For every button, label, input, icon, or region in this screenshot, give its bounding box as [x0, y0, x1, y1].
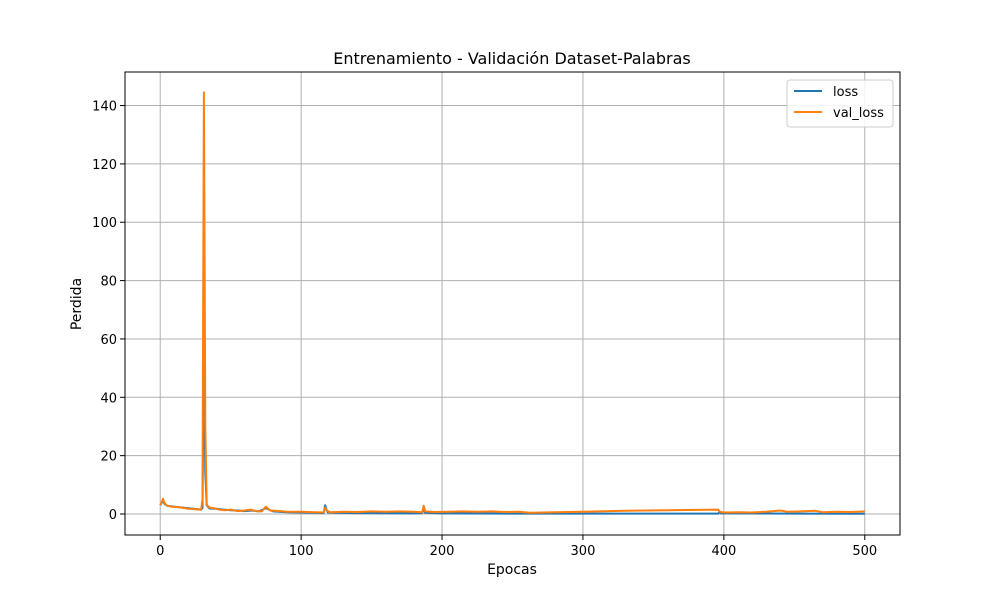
legend: loss val_loss [786, 79, 894, 128]
x-tick-label: 300 [571, 544, 596, 559]
chart-title: Entrenamiento - Validación Dataset-Palab… [333, 49, 690, 68]
legend-label-loss: loss [833, 85, 858, 100]
x-axis-ticks: 0 100 200 300 400 500 [156, 535, 877, 559]
y-tick-label: 20 [100, 450, 117, 465]
x-tick-label: 400 [711, 544, 736, 559]
y-tick-label: 80 [100, 275, 117, 290]
y-tick-label: 60 [100, 333, 117, 348]
x-tick-label: 500 [852, 544, 877, 559]
legend-label-val-loss: val_loss [833, 106, 884, 121]
x-axis-title: Epocas [487, 562, 537, 578]
y-axis-ticks: 0 20 40 60 80 100 120 140 [92, 100, 125, 523]
y-tick-label: 120 [92, 158, 117, 173]
grid-lines [125, 72, 900, 535]
plot-frame [124, 71, 901, 536]
y-tick-label: 40 [100, 391, 117, 406]
series-layer [159, 91, 865, 515]
y-tick-label: 100 [92, 216, 117, 231]
series-line-val-loss [159, 91, 865, 514]
x-tick-label: 200 [430, 544, 455, 559]
y-tick-label: 0 [109, 508, 117, 523]
y-tick-label: 140 [92, 100, 117, 115]
y-axis-title: Perdida [69, 278, 85, 330]
x-tick-label: 0 [156, 544, 164, 559]
x-tick-label: 100 [289, 544, 314, 559]
